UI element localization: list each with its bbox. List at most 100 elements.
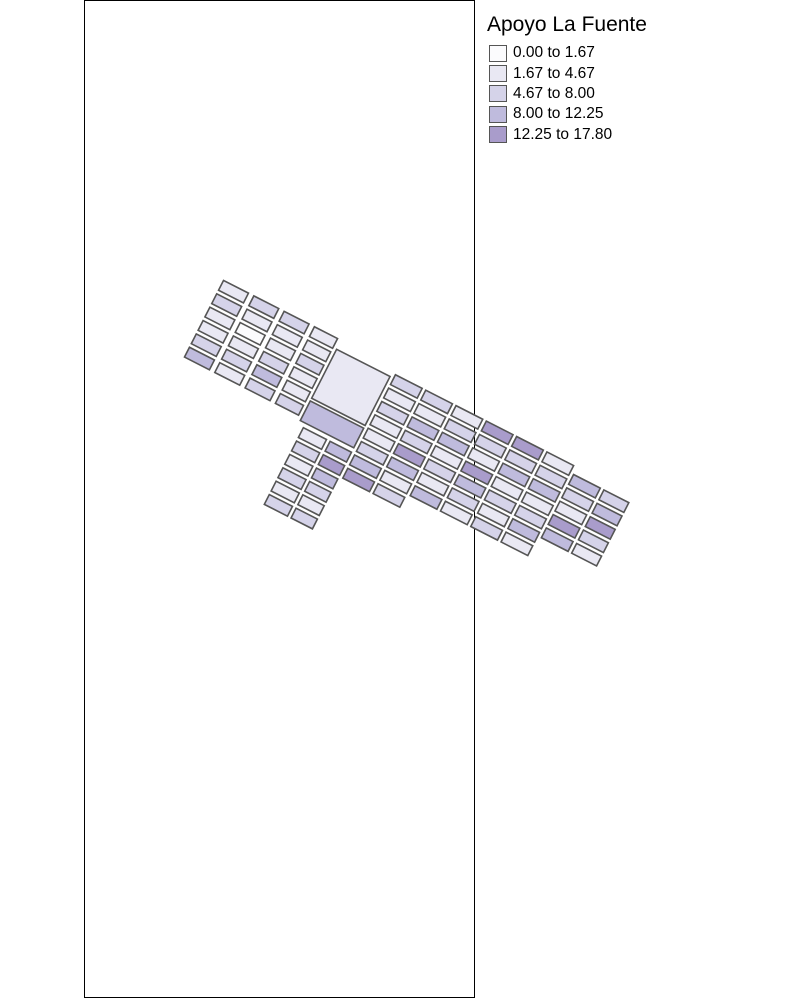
map-block[interactable]	[527, 477, 562, 504]
map-block[interactable]	[220, 348, 253, 373]
map-block[interactable]	[406, 415, 440, 442]
map-block[interactable]	[348, 453, 383, 480]
map-block[interactable]	[577, 528, 610, 554]
legend-item: 0.00 to 1.67	[487, 43, 647, 63]
map-block[interactable]	[446, 486, 481, 513]
map-block[interactable]	[520, 490, 555, 517]
map-block[interactable]	[240, 308, 274, 333]
map-block[interactable]	[197, 319, 230, 345]
map-block[interactable]	[422, 458, 457, 484]
map-block[interactable]	[303, 480, 333, 504]
map-block[interactable]	[276, 466, 308, 491]
map-block[interactable]	[490, 475, 524, 502]
map-block[interactable]	[283, 453, 314, 478]
map-block[interactable]	[510, 435, 545, 461]
map-block[interactable]	[570, 542, 603, 567]
legend-label: 12.25 to 17.80	[513, 125, 613, 143]
map-block[interactable]	[247, 294, 280, 320]
map-block[interactable]	[453, 473, 487, 500]
map-block[interactable]	[385, 455, 420, 482]
map-block[interactable]	[469, 515, 504, 542]
map-block[interactable]	[597, 488, 630, 514]
map-block[interactable]	[234, 321, 267, 347]
map-block[interactable]	[270, 480, 301, 504]
map-block[interactable]	[459, 460, 494, 486]
map-block[interactable]	[263, 493, 294, 518]
map-block[interactable]	[281, 379, 312, 403]
map-block[interactable]	[274, 392, 305, 417]
map-block[interactable]	[412, 402, 447, 429]
map-block[interactable]	[375, 400, 410, 426]
map-block[interactable]	[547, 513, 581, 540]
map-block[interactable]	[227, 334, 260, 360]
map-block[interactable]	[540, 450, 575, 477]
legend-title: Apoyo La Fuente	[487, 13, 647, 36]
map-block[interactable]	[466, 446, 501, 473]
map-block[interactable]	[299, 399, 365, 449]
map-block[interactable]	[567, 473, 602, 499]
map-block[interactable]	[264, 336, 297, 362]
map-block[interactable]	[449, 404, 484, 431]
map-block[interactable]	[584, 515, 617, 541]
map-block[interactable]	[499, 531, 534, 557]
map-block[interactable]	[382, 387, 417, 413]
map-block[interactable]	[362, 427, 397, 453]
map-block[interactable]	[496, 462, 531, 488]
map-block[interactable]	[296, 493, 326, 517]
map-block[interactable]	[210, 292, 243, 318]
map-block[interactable]	[213, 361, 246, 387]
map-block[interactable]	[473, 433, 508, 459]
map-block[interactable]	[317, 453, 346, 477]
map-block[interactable]	[429, 444, 464, 471]
map-block[interactable]	[217, 279, 250, 305]
map-block[interactable]	[324, 440, 353, 464]
map-block[interactable]	[287, 365, 319, 390]
map-block[interactable]	[371, 482, 406, 509]
map-block[interactable]	[506, 517, 541, 544]
map-block[interactable]	[301, 339, 332, 363]
map-block[interactable]	[399, 429, 434, 455]
map-block[interactable]	[476, 502, 511, 528]
map-block[interactable]	[310, 467, 339, 490]
map-block[interactable]	[183, 346, 216, 371]
map-block[interactable]	[355, 440, 390, 467]
map-block[interactable]	[503, 448, 538, 475]
map-block[interactable]	[436, 431, 471, 457]
map-block[interactable]	[553, 500, 588, 526]
map-block[interactable]	[310, 348, 392, 427]
map-block[interactable]	[190, 332, 223, 358]
map-block[interactable]	[483, 488, 518, 515]
map-block[interactable]	[378, 469, 413, 495]
legend-item: 12.25 to 17.80	[487, 125, 647, 145]
legend-label: 0.00 to 1.67	[513, 44, 595, 62]
map-block[interactable]	[341, 467, 376, 493]
map-block[interactable]	[540, 526, 575, 553]
map-block[interactable]	[368, 413, 403, 440]
map-block[interactable]	[415, 471, 450, 497]
map-block[interactable]	[243, 377, 277, 402]
map-block[interactable]	[308, 325, 339, 350]
map-block[interactable]	[289, 507, 319, 530]
map-block[interactable]	[290, 440, 321, 464]
map-block[interactable]	[439, 500, 474, 526]
map-block[interactable]	[389, 373, 424, 400]
map-block[interactable]	[294, 352, 326, 377]
map-block[interactable]	[534, 464, 568, 490]
map-block[interactable]	[257, 350, 290, 375]
map-block[interactable]	[250, 363, 283, 389]
legend-item: 8.00 to 12.25	[487, 104, 647, 124]
map-block[interactable]	[278, 310, 311, 335]
map-block[interactable]	[480, 419, 515, 446]
map-block[interactable]	[297, 426, 328, 451]
map-block[interactable]	[419, 389, 454, 415]
map-block[interactable]	[513, 504, 548, 530]
map-block[interactable]	[560, 486, 595, 513]
map-block[interactable]	[203, 306, 236, 331]
map-block[interactable]	[271, 323, 304, 349]
map-block[interactable]	[409, 484, 443, 511]
legend-swatch	[489, 126, 507, 144]
map-block[interactable]	[392, 442, 427, 469]
map-block[interactable]	[590, 502, 624, 527]
map-block[interactable]	[443, 417, 478, 444]
